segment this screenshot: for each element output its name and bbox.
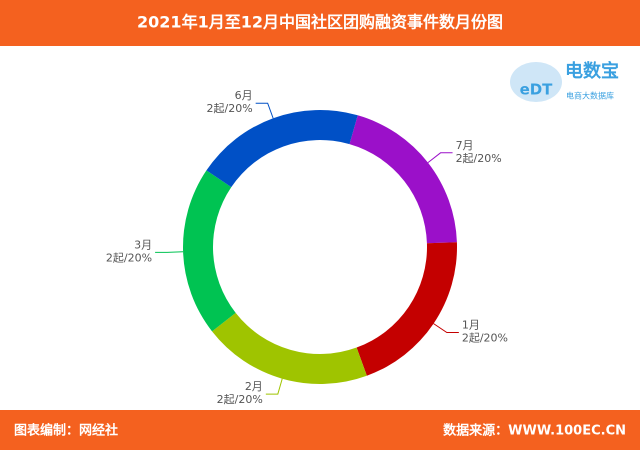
value-label: 2起/20% (217, 393, 263, 406)
slice-label: 3月 (134, 238, 152, 251)
donut-segment (349, 115, 457, 244)
slice-label: 1月 (462, 319, 480, 332)
header-band (0, 0, 640, 46)
chart-title: 2021年1月至12月中国社区团购融资事件数月份图 (137, 13, 503, 32)
logo-tagline: 电商大数据库 (566, 91, 614, 101)
value-label: 2起/20% (207, 102, 253, 115)
background (0, 46, 640, 410)
donut-segment (212, 312, 367, 384)
logo-cloud (510, 62, 562, 102)
leader-line (255, 102, 274, 119)
leader-line (265, 378, 283, 395)
slice-label: 2月 (245, 380, 263, 393)
logo-name: 电数宝 (565, 60, 619, 82)
leader-line (433, 323, 459, 334)
footer-left: 图表编制：网经社 (14, 423, 118, 439)
leader-line (155, 251, 184, 253)
logo: eDT 电数宝 电商大数据库 (510, 60, 619, 102)
value-label: 2起/20% (462, 332, 508, 345)
donut-segment (356, 242, 457, 376)
value-label: 2起/20% (456, 152, 502, 165)
donut-segment (206, 110, 358, 188)
leader-line (427, 152, 453, 164)
footer-right: 数据来源：WWW.100EC.CN (443, 423, 626, 439)
footer-band (0, 410, 640, 450)
donut-segment (183, 170, 236, 332)
slice-label: 7月 (456, 139, 474, 152)
slice-label: 6月 (235, 89, 253, 102)
value-label: 2起/20% (106, 251, 152, 264)
logo-mark: eDT (520, 81, 554, 99)
